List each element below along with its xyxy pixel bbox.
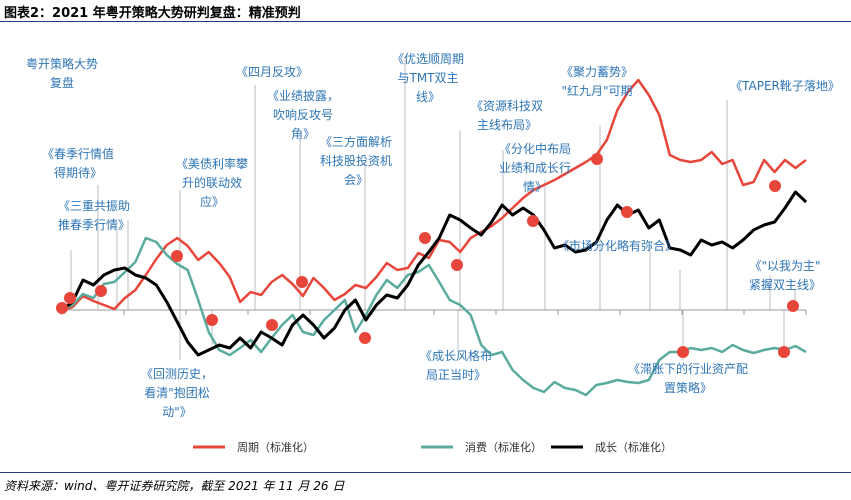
annotation-text: 复盘 — [50, 75, 74, 90]
annotation-text: 《三重共振助 — [58, 199, 130, 213]
marker-dot — [621, 206, 633, 218]
series-line-1 — [61, 78, 807, 312]
marker-dot — [64, 292, 76, 304]
bottom-rule — [0, 472, 851, 473]
annotation-text: 粤开策略大势 — [26, 56, 98, 71]
annotation-text: 升的联动效 — [182, 175, 242, 190]
annotation-text: 《美债利率攀 — [176, 156, 248, 171]
marker-dot — [171, 250, 183, 262]
annotation-text: 《业绩披露， — [267, 89, 339, 103]
annotation-text: 会》 — [344, 173, 368, 187]
annotation-text: 《聚力蓄势》 — [561, 65, 633, 79]
marker-dot — [677, 346, 689, 358]
marker-dot — [591, 153, 603, 165]
annotation-text: 《春季行情值 — [42, 146, 114, 161]
annotation-text: 科技股投资机 — [320, 153, 392, 168]
marker-dot — [527, 215, 539, 227]
annotation-text: 线》 — [416, 90, 440, 104]
marker-dot — [787, 300, 799, 312]
marker-dot — [95, 285, 107, 297]
annotation-text: 与TMT双主 — [397, 71, 458, 85]
marker-dot — [206, 314, 218, 326]
annotation-text: 《四月反攻》 — [236, 65, 308, 79]
annotation-text: 局正当时》 — [426, 368, 486, 382]
annotation-text: 《资源科技双 — [471, 99, 543, 113]
legend-label: 周期（标准化） — [237, 440, 314, 454]
marker-dot — [778, 346, 790, 358]
series-line-3 — [61, 190, 808, 357]
marker-dots — [56, 153, 799, 358]
annotation-text: 紧握双主线》 — [749, 277, 821, 292]
annotation-text: 情》 — [523, 180, 547, 194]
annotation-text: 看清"抱团松 — [144, 385, 210, 400]
annotation-text: 《回测历史， — [141, 367, 213, 381]
legend-label: 消费（标准化） — [465, 440, 542, 454]
marker-dot — [56, 302, 68, 314]
chart-legend: 周期（标准化） 消费（标准化） 成长（标准化） — [193, 440, 672, 454]
top-rule — [0, 21, 851, 22]
annotation-text: 《优选顺周期 — [392, 52, 464, 66]
annotation-text: 《成长风格布 — [420, 348, 492, 363]
annotation-text: 《市场分化略有弥合》 — [557, 238, 677, 253]
annotation-text: 业绩和成长行 — [499, 161, 571, 175]
marker-dot — [451, 259, 463, 271]
marker-dot — [296, 276, 308, 288]
legend-label: 成长（标准化） — [595, 440, 672, 454]
marker-dot — [266, 319, 278, 331]
marker-dot — [419, 232, 431, 244]
annotation-text: 《TAPER靴子落地》 — [730, 79, 840, 93]
source-note: 资料来源：wind、粤开证券研究院，截至 2021 年 11 月 26 日 — [4, 479, 345, 493]
series-lines — [61, 78, 808, 397]
marker-dot — [359, 332, 371, 344]
annotation-leaders — [70, 60, 796, 360]
annotation-text: 置策略》 — [664, 380, 712, 395]
annotation-text: 《"以我为主" — [749, 259, 820, 273]
annotation-text: 动"》 — [162, 405, 192, 419]
annotation-text: "红九月"可期 — [561, 83, 632, 98]
annotation-text: 角》 — [291, 127, 315, 141]
annotation-text: 应》 — [200, 194, 224, 209]
figure-title: 图表2：2021 年粤开策略大势研判复盘：精准预判 — [4, 6, 301, 21]
annotation-text: 吹响反攻号 — [273, 107, 333, 122]
annotation-text: 《三方面解析 — [320, 134, 392, 149]
marker-dot — [769, 180, 781, 192]
annotation-text: 得期待》 — [54, 165, 102, 180]
annotation-text: 推春季行情》 — [58, 218, 130, 232]
annotation-text: 主线布局》 — [477, 118, 537, 132]
annotation-text: 《分化中布局 — [499, 141, 571, 156]
annotation-text: 《滞胀下的行业资产配 — [628, 361, 748, 376]
